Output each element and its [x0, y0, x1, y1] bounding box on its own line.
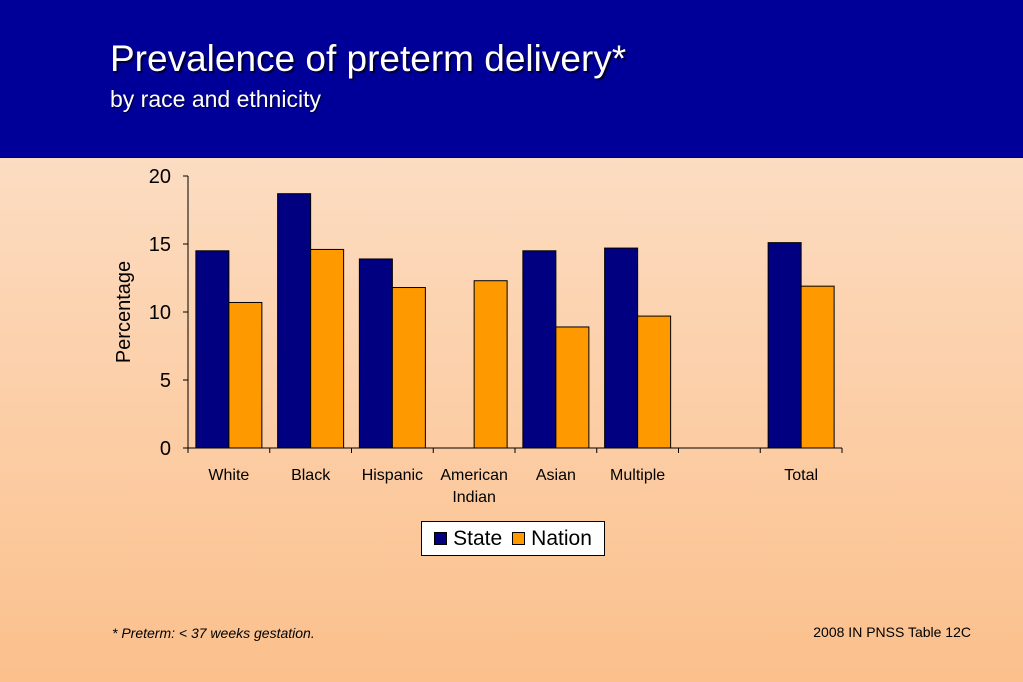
y-tick-label: 20: [149, 166, 171, 188]
bar-nation: [637, 315, 672, 449]
y-tick-label: 5: [160, 370, 171, 392]
bar-state: [277, 193, 312, 449]
legend-item-nation: Nation: [512, 527, 592, 551]
x-tick-label: American: [440, 467, 508, 484]
bar-nation: [800, 285, 835, 449]
x-tick-label: Black: [291, 467, 331, 484]
slide-subtitle: by race and ethnicity: [110, 86, 321, 112]
bar-nation: [310, 248, 345, 449]
bar-nation: [391, 287, 426, 449]
bar-state: [358, 258, 393, 449]
x-tick-label: Asian: [536, 467, 576, 484]
x-ticks: White Black Hispanic American Indian Asian Mul…: [187, 448, 843, 506]
x-tick-label: Hispanic: [362, 467, 423, 484]
bar-nation: [228, 301, 263, 449]
y-tick-label: 15: [149, 234, 171, 256]
x-tick-label: White: [208, 467, 249, 484]
slide-title: Prevalence of preterm delivery*: [110, 38, 627, 79]
x-tick-label: Multiple: [610, 467, 665, 484]
legend-swatch-nation: [512, 532, 526, 545]
footnote: * Preterm: < 37 weeks gestation.: [112, 625, 315, 641]
chart-legend: State Nation: [421, 521, 605, 556]
x-tick-label: Total: [784, 467, 818, 484]
y-tick-label: 0: [160, 438, 171, 460]
title-banner: Prevalence of preterm delivery* by race …: [0, 0, 1023, 158]
y-ticks: 0 5 10 15 20: [149, 166, 188, 460]
bar-state: [767, 242, 802, 449]
legend-label-nation: Nation: [531, 526, 592, 550]
legend-label-state: State: [453, 526, 503, 550]
bar-state: [522, 250, 557, 449]
legend-item-state: State: [434, 527, 502, 551]
source-note: 2008 IN PNSS Table 12C: [813, 624, 971, 640]
legend-swatch-state: [434, 532, 448, 545]
bar-state: [195, 250, 230, 449]
bar-state: [604, 247, 639, 449]
x-tick-label: Indian: [452, 489, 496, 506]
bar-nation: [473, 280, 508, 449]
bar-nation: [555, 326, 590, 449]
chart-bars: [195, 193, 835, 449]
y-axis-label: Percentage: [113, 261, 135, 363]
y-tick-label: 10: [149, 302, 171, 324]
